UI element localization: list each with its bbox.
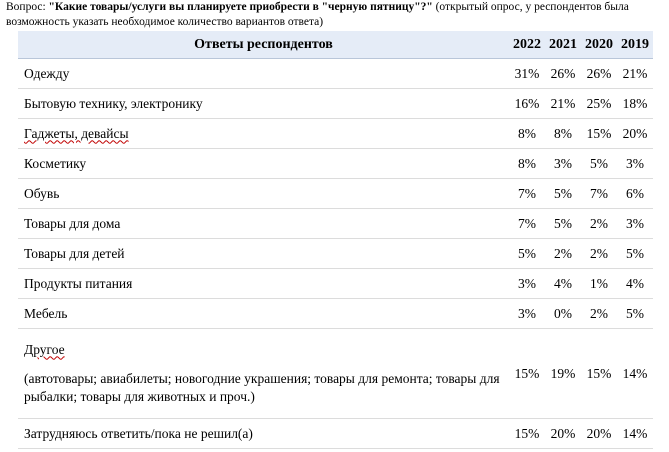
cell-2021: 26% [545, 58, 581, 89]
cell-2022: 3% [509, 268, 545, 299]
table-row: Мебель 3% 0% 2% 5% [18, 298, 653, 329]
cell-2019: 14% [617, 418, 653, 449]
header-responses: Ответы респондентов [18, 31, 509, 59]
cell-2022: 15% [509, 328, 545, 419]
cell-2019: 3% [617, 208, 653, 239]
table-row: Продукты питания 3% 4% 1% 4% [18, 268, 653, 299]
cell-2021: 8% [545, 118, 581, 149]
other-label: Другое [24, 341, 65, 357]
cell-2019: 5% [617, 298, 653, 329]
row-label: Бытовую технику, электронику [18, 88, 509, 119]
cell-2021: 19% [545, 328, 581, 419]
row-label: Гаджеты, девайсы [18, 118, 509, 149]
cell-2021: 5% [545, 178, 581, 209]
cell-2019: 20% [617, 118, 653, 149]
cell-2020: 20% [581, 418, 617, 449]
cell-2019: 3% [617, 148, 653, 179]
cell-2021: 3% [545, 148, 581, 179]
survey-question: Вопрос: "Какие товары/услуги вы планируе… [6, 0, 661, 30]
cell-2019: 18% [617, 88, 653, 119]
cell-2020: 15% [581, 328, 617, 419]
cell-2019: 4% [617, 268, 653, 299]
row-label: Одежду [18, 58, 509, 89]
other-note: (автотовары; авиабилеты; новогодние укра… [24, 370, 500, 404]
cell-2020: 2% [581, 238, 617, 269]
table-header-row: Ответы респондентов 2022 2021 2020 2019 [18, 31, 653, 59]
cell-2022: 7% [509, 178, 545, 209]
cell-2020: 1% [581, 268, 617, 299]
table-row: Затрудняюсь ответить/пока не решил(а) 15… [18, 418, 653, 449]
row-label: Косметику [18, 148, 509, 179]
cell-2021: 2% [545, 238, 581, 269]
cell-2021: 20% [545, 418, 581, 449]
row-label: Затрудняюсь ответить/пока не решил(а) [18, 418, 509, 449]
cell-2019: 21% [617, 58, 653, 89]
header-year-2021: 2021 [545, 31, 581, 59]
row-label-text: Гаджеты, девайсы [24, 125, 129, 141]
cell-2022: 8% [509, 148, 545, 179]
cell-2022: 5% [509, 238, 545, 269]
cell-2019: 5% [617, 238, 653, 269]
cell-2019: 14% [617, 328, 653, 419]
question-prefix: Вопрос: [6, 1, 49, 13]
header-year-2022: 2022 [509, 31, 545, 59]
results-table: Ответы респондентов 2022 2021 2020 2019 … [18, 31, 653, 449]
cell-2019: 6% [617, 178, 653, 209]
cell-2020: 26% [581, 58, 617, 89]
header-year-2020: 2020 [581, 31, 617, 59]
table-row: Обувь 7% 5% 7% 6% [18, 178, 653, 209]
cell-2022: 16% [509, 88, 545, 119]
header-year-2019: 2019 [617, 31, 653, 59]
cell-2021: 21% [545, 88, 581, 119]
cell-2020: 5% [581, 148, 617, 179]
table-row: Гаджеты, девайсы 8% 8% 15% 20% [18, 118, 653, 149]
cell-2020: 15% [581, 118, 617, 149]
row-label: Обувь [18, 178, 509, 209]
cell-2021: 4% [545, 268, 581, 299]
table-row: Товары для детей 5% 2% 2% 5% [18, 238, 653, 269]
row-label: Другое (автотовары; авиабилеты; новогодн… [18, 328, 509, 419]
cell-2022: 15% [509, 418, 545, 449]
cell-2020: 25% [581, 88, 617, 119]
cell-2020: 7% [581, 178, 617, 209]
table-row: Косметику 8% 3% 5% 3% [18, 148, 653, 179]
question-note: (открытый опрос, у респондентов была воз… [6, 1, 629, 28]
table-row: Товары для дома 7% 5% 2% 3% [18, 208, 653, 239]
cell-2020: 2% [581, 208, 617, 239]
cell-2022: 31% [509, 58, 545, 89]
cell-2020: 2% [581, 298, 617, 329]
row-label: Мебель [18, 298, 509, 329]
question-text: "Какие товары/услуги вы планируете приоб… [48, 1, 433, 13]
table-row: Другое (автотовары; авиабилеты; новогодн… [18, 328, 653, 419]
cell-2021: 0% [545, 298, 581, 329]
cell-2022: 7% [509, 208, 545, 239]
row-label: Товары для детей [18, 238, 509, 269]
cell-2022: 8% [509, 118, 545, 149]
table-row: Бытовую технику, электронику 16% 21% 25%… [18, 88, 653, 119]
table-row: Одежду 31% 26% 26% 21% [18, 58, 653, 89]
cell-2022: 3% [509, 298, 545, 329]
row-label: Товары для дома [18, 208, 509, 239]
cell-2021: 5% [545, 208, 581, 239]
row-label: Продукты питания [18, 268, 509, 299]
